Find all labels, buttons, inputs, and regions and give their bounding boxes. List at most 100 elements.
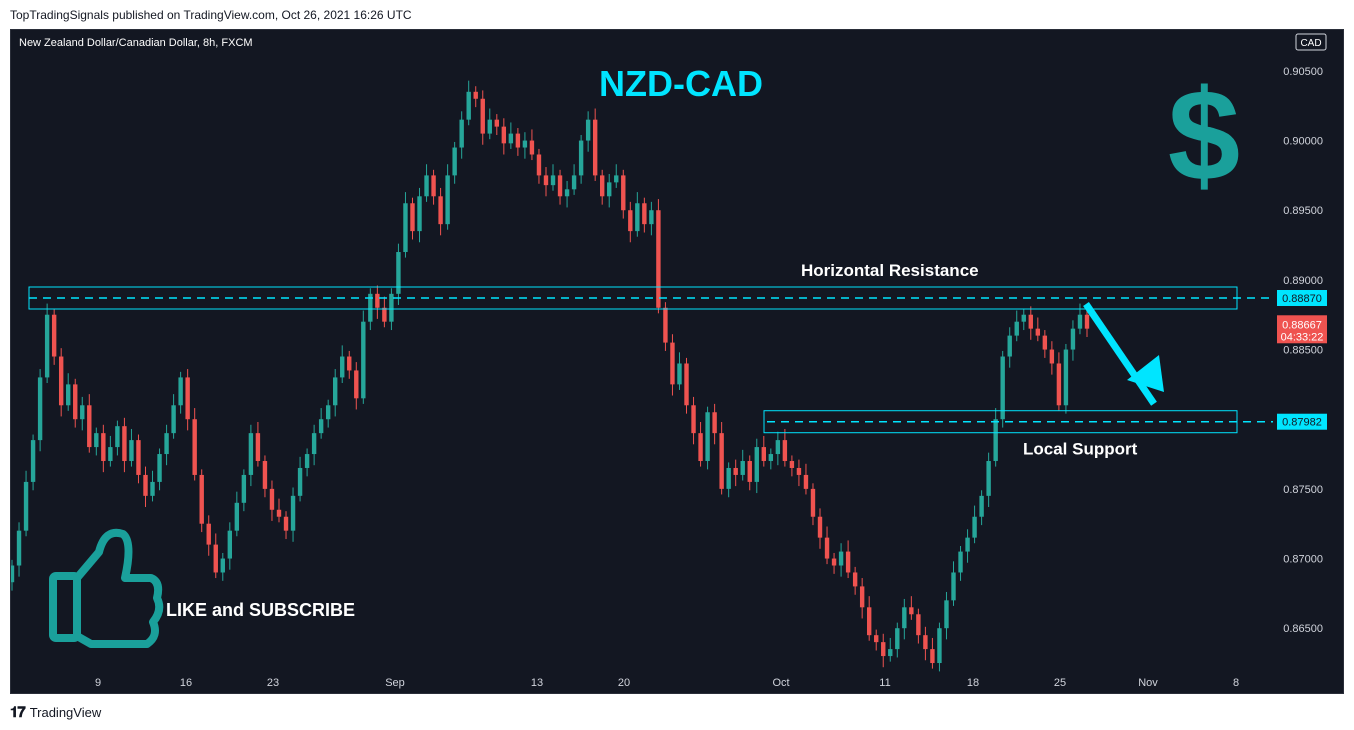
candle-body bbox=[909, 607, 914, 615]
x-tick-label: 20 bbox=[618, 677, 630, 689]
candle-body bbox=[1084, 314, 1090, 329]
candle-body bbox=[993, 419, 998, 462]
support-label: Local Support bbox=[1023, 440, 1138, 459]
candle-body bbox=[16, 530, 22, 566]
candle-body bbox=[213, 544, 218, 573]
candle-body bbox=[157, 454, 162, 482]
candle-body bbox=[136, 440, 141, 475]
candle-body bbox=[508, 133, 514, 144]
candle-body bbox=[58, 356, 64, 406]
candle-body bbox=[592, 119, 598, 176]
candle-body bbox=[30, 440, 36, 482]
candle-body bbox=[733, 467, 738, 475]
candle-body bbox=[529, 140, 535, 155]
candle-body bbox=[578, 140, 584, 176]
candle-body bbox=[403, 203, 408, 253]
candle-body bbox=[410, 203, 415, 232]
candle-body bbox=[628, 210, 633, 232]
candle-body bbox=[564, 189, 570, 197]
candle-body bbox=[466, 91, 471, 120]
x-tick-label: Oct bbox=[772, 677, 789, 689]
countdown: 04:33:22 bbox=[1281, 331, 1324, 343]
publisher-line: TopTradingSignals published on TradingVi… bbox=[10, 8, 412, 22]
candle-body bbox=[1021, 314, 1026, 322]
y-tick-label: 0.89000 bbox=[1283, 275, 1323, 287]
candle-body bbox=[445, 175, 450, 225]
candle-body bbox=[396, 252, 401, 294]
candle-body bbox=[340, 356, 345, 378]
candle-body bbox=[803, 474, 809, 489]
candle-body bbox=[817, 516, 823, 538]
candle-body bbox=[866, 607, 872, 636]
candle-body bbox=[143, 474, 148, 496]
candle-body bbox=[473, 91, 478, 99]
candle-body bbox=[494, 119, 500, 127]
candle-body bbox=[1014, 321, 1019, 336]
candle-body bbox=[1070, 328, 1076, 350]
footer-brand[interactable]: TradingView bbox=[29, 705, 102, 720]
candle-body bbox=[318, 419, 324, 434]
candle-body bbox=[44, 314, 50, 378]
candle-body bbox=[881, 642, 886, 657]
candle-body bbox=[87, 405, 92, 448]
candle-body bbox=[902, 607, 907, 629]
candle-body bbox=[782, 440, 788, 462]
candle-body bbox=[333, 377, 338, 406]
candle-body bbox=[361, 321, 366, 399]
candle-body bbox=[944, 600, 949, 629]
candle-body bbox=[768, 454, 774, 462]
price-chart[interactable]: New Zealand Dollar/Canadian Dollar, 8h, … bbox=[11, 30, 1345, 695]
candle-body bbox=[1035, 328, 1041, 336]
candle-body bbox=[1077, 314, 1083, 329]
candle-body bbox=[368, 293, 373, 322]
candle-body bbox=[424, 175, 429, 197]
candle-body bbox=[930, 649, 935, 664]
last-price: 0.88667 bbox=[1282, 319, 1322, 331]
candle-body bbox=[276, 509, 282, 517]
candle-body bbox=[831, 558, 837, 566]
candle-body bbox=[1049, 349, 1055, 364]
candle-body bbox=[557, 175, 563, 197]
y-tick-label: 0.87500 bbox=[1283, 484, 1323, 496]
candle-body bbox=[789, 461, 795, 468]
candle-body bbox=[656, 210, 661, 308]
candle-body bbox=[290, 495, 296, 531]
candle-body bbox=[94, 433, 99, 448]
candle-body bbox=[1000, 356, 1005, 420]
candle-body bbox=[171, 405, 176, 434]
chart-panel[interactable]: New Zealand Dollar/Canadian Dollar, 8h, … bbox=[10, 29, 1344, 694]
currency-label: CAD bbox=[1300, 38, 1321, 49]
promo-text: LIKE and SUBSCRIBE bbox=[166, 600, 355, 620]
candle-body bbox=[150, 481, 155, 496]
candle-body bbox=[1028, 314, 1033, 329]
candle-body bbox=[66, 384, 71, 406]
candle-body bbox=[354, 370, 359, 399]
tradingview-logo-icon: 𝟏𝟕 bbox=[10, 704, 26, 721]
candle-body bbox=[670, 342, 675, 385]
candle-body bbox=[874, 635, 879, 643]
candle-body bbox=[452, 147, 457, 176]
thumb-hand bbox=[73, 528, 164, 648]
x-tick-label: 9 bbox=[95, 677, 101, 689]
candle-body bbox=[241, 474, 247, 503]
candle-body bbox=[951, 572, 956, 601]
down-arrow-shaft bbox=[1083, 302, 1157, 406]
candle-body bbox=[73, 384, 78, 420]
candle-body bbox=[747, 461, 752, 482]
candle-body bbox=[712, 412, 717, 434]
x-tick-label: 8 bbox=[1233, 677, 1239, 689]
candle-body bbox=[754, 447, 759, 482]
candle-body bbox=[129, 440, 134, 462]
candle-body bbox=[227, 530, 233, 559]
y-tick-label: 0.86500 bbox=[1283, 623, 1323, 635]
candle-body bbox=[916, 614, 921, 636]
candle-body bbox=[248, 433, 254, 475]
candle-body bbox=[698, 433, 703, 462]
candle-body bbox=[852, 572, 858, 587]
candle-body bbox=[888, 649, 893, 657]
candle-body bbox=[536, 154, 542, 176]
last-price-tag bbox=[1277, 315, 1327, 344]
support-price: 0.87982 bbox=[1282, 417, 1322, 429]
candle-body bbox=[649, 210, 654, 225]
resistance-price-tag bbox=[1277, 290, 1327, 306]
